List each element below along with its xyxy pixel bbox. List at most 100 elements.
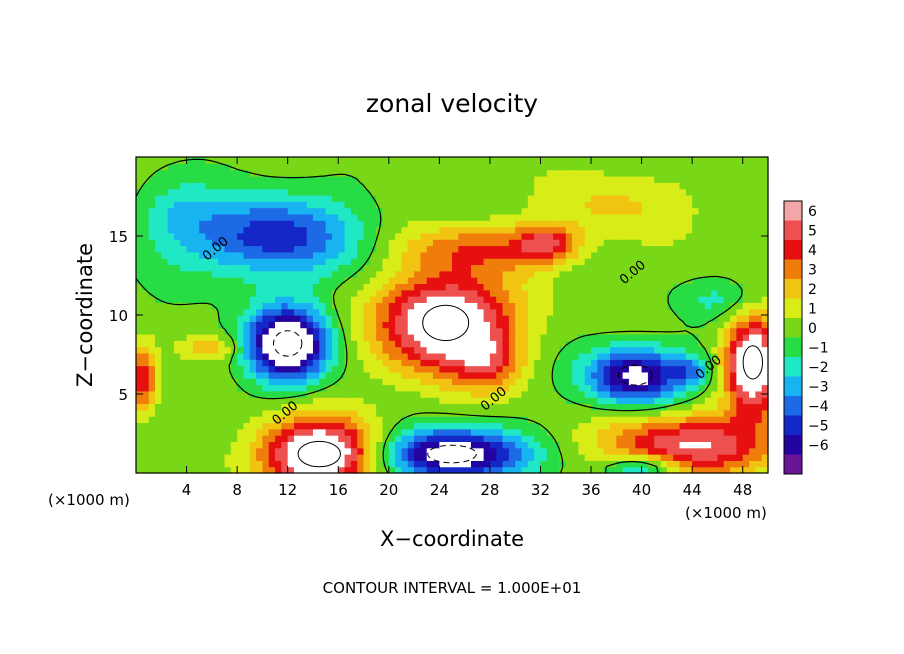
heatmap-cell [173,441,181,449]
heatmap-cell [445,454,453,461]
heatmap-cell [369,403,377,411]
heatmap-cell [578,327,586,335]
heatmap-cell [755,315,763,322]
heatmap-cell [572,213,579,221]
heatmap-cell [477,378,485,386]
heatmap-cell [420,454,428,461]
heatmap-cell [660,277,668,284]
heatmap-cell [654,264,662,272]
heatmap-cell [660,435,668,442]
heatmap-cell [376,390,384,398]
heatmap-cell [173,251,181,259]
heatmap-cell [692,169,700,177]
heatmap-cell [211,201,219,209]
heatmap-cell [622,169,630,177]
heatmap-cell [730,346,737,354]
heatmap-cell [508,182,516,190]
heatmap-cell [312,251,320,259]
heatmap-cell [325,454,333,461]
heatmap-cell [148,182,156,190]
heatmap-cell [275,416,282,424]
heatmap-cell [635,428,643,436]
heatmap-cell [489,359,497,367]
heatmap-cell [591,277,598,284]
heatmap-cell [622,435,630,442]
heatmap-cell [325,390,333,398]
heatmap-cell [666,277,674,284]
heatmap-cell [243,409,251,417]
heatmap-cell [433,390,440,398]
heatmap-cell [527,207,535,215]
heatmap-cell [761,283,769,291]
heatmap-cell [673,308,681,316]
heatmap-cell [218,232,226,240]
heatmap-cell [628,283,636,291]
heatmap-cell [641,352,649,360]
heatmap-cell [597,308,605,316]
heatmap-cell [154,460,162,468]
heatmap-cell [180,251,188,259]
heatmap-cell [331,384,339,392]
heatmap-cell [357,397,365,405]
heatmap-cell [565,428,573,436]
heatmap-cell [736,454,744,461]
heatmap-cell [306,283,314,291]
heatmap-cell [660,270,668,278]
heatmap-cell [559,175,567,183]
heatmap-cell [439,264,447,272]
heatmap-cell [610,390,617,398]
heatmap-cell [325,188,333,196]
heatmap-cell [464,308,472,316]
heatmap-cell [584,207,592,215]
heatmap-cell [496,283,504,291]
heatmap-cell [470,359,478,367]
heatmap-cell [300,333,308,341]
heatmap-cell [584,422,592,430]
heatmap-cell [546,182,554,190]
heatmap-cell [357,460,365,468]
heatmap-cell [723,327,731,335]
heatmap-cell [540,315,548,322]
heatmap-cell [483,403,491,411]
heatmap-cell [363,302,371,310]
heatmap-cell [237,157,245,164]
heatmap-cell [161,226,169,234]
heatmap-cell [325,232,333,240]
heatmap-cell [401,277,409,284]
heatmap-cell [496,245,504,253]
heatmap-cell [635,270,643,278]
heatmap-cell [237,169,245,177]
heatmap-cell [439,327,447,335]
heatmap-cell [199,213,207,221]
heatmap-cell [142,460,150,468]
heatmap-cell [350,428,358,436]
heatmap-cell [382,315,390,322]
heatmap-cell [736,435,744,442]
heatmap-cell [376,289,384,297]
heatmap-cell [192,207,200,215]
heatmap-cell [331,220,339,228]
heatmap-cell [628,220,636,228]
heatmap-cell [584,447,592,455]
heatmap-cell [395,327,403,335]
heatmap-cell [161,296,169,303]
heatmap-cell [572,447,579,455]
heatmap-cell [300,302,308,310]
heatmap-cell [344,220,352,228]
heatmap-cell [161,188,169,196]
heatmap-cell [736,447,744,455]
heatmap-cell [489,283,497,291]
heatmap-cell [420,441,428,449]
heatmap-cell [534,201,542,209]
heatmap-cell [230,258,238,266]
heatmap-cell [635,289,643,297]
heatmap-cell [426,182,434,190]
heatmap-cell [249,352,257,360]
heatmap-cell [407,397,415,405]
heatmap-cell [186,296,194,303]
heatmap-cell [256,302,263,310]
heatmap-cell [256,416,263,424]
heatmap-cell [439,422,447,430]
heatmap-cell [502,315,510,322]
heatmap-cell [723,251,731,259]
